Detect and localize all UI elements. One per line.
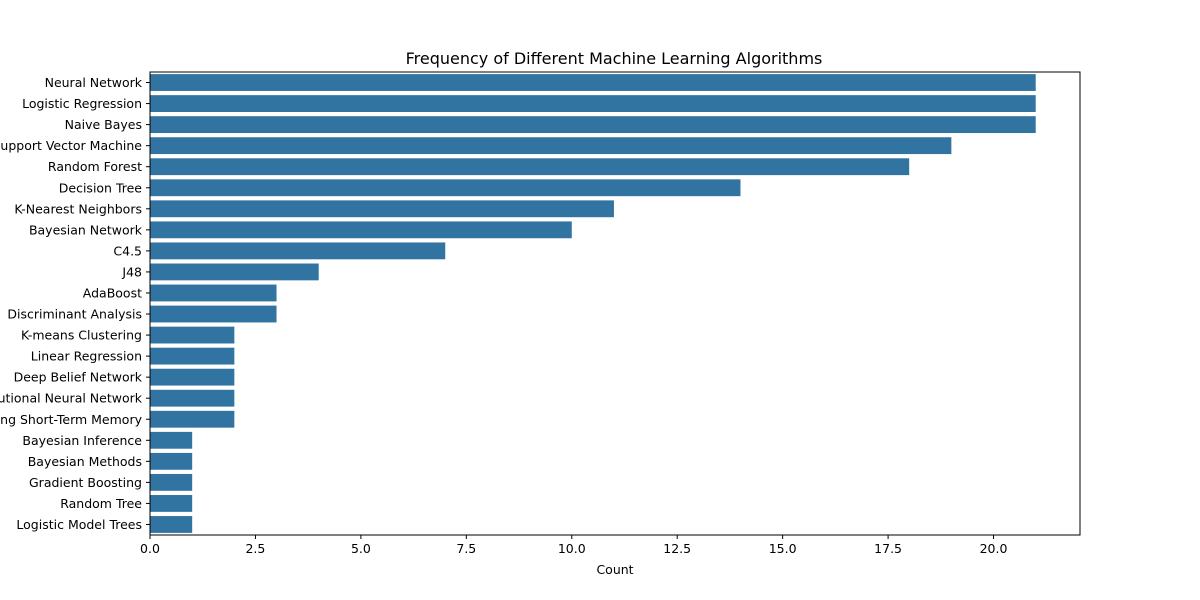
- y-tick-label: Support Vector Machine: [0, 138, 142, 153]
- bar-discriminant-analysis: [150, 305, 277, 323]
- plot-area-frame: [149, 71, 1081, 536]
- y-tick-label: K-means Clustering: [21, 328, 142, 343]
- y-tick-label: Neural Network: [45, 75, 143, 90]
- bar-adaboost: [150, 284, 277, 302]
- y-tick-label: Long Short-Term Memory: [0, 412, 143, 427]
- x-axis-ticks: 0.0 2.5 5.0 7.5 10.0 12.5 15.0 17.5 20.0: [140, 535, 1007, 556]
- bar-linear-regression: [150, 347, 235, 365]
- x-axis-label: Count: [596, 562, 633, 577]
- x-tick-label: 20.0: [980, 541, 1008, 556]
- bar-logistic-regression: [150, 95, 1036, 112]
- bar-bayesian-inference: [150, 431, 193, 449]
- x-tick-label: 17.5: [874, 541, 902, 556]
- x-tick-label: 7.5: [456, 541, 476, 556]
- x-tick-label: 15.0: [769, 541, 797, 556]
- x-tick-label: 5.0: [351, 541, 371, 556]
- y-axis-ticks: Neural Network Logistic Regression Naive B…: [0, 75, 150, 532]
- chart-title: Frequency of Different Machine Learning …: [406, 49, 823, 68]
- bar-deep-belief-network: [150, 368, 235, 386]
- y-tick-label: Discriminant Analysis: [7, 307, 142, 322]
- y-tick-label: Random Tree: [60, 496, 142, 511]
- y-tick-label: C4.5: [113, 243, 142, 258]
- y-tick-label: Logistic Model Trees: [16, 517, 142, 532]
- y-tick-label: Decision Tree: [59, 180, 143, 195]
- y-tick-label: Bayesian Methods: [28, 454, 142, 469]
- bar-bayesian-methods: [150, 452, 193, 470]
- y-tick-label: Gradient Boosting: [29, 475, 142, 490]
- bar-k-nearest-neighbors: [150, 200, 614, 218]
- x-tick-label: 12.5: [663, 541, 691, 556]
- y-tick-label: Random Forest: [48, 159, 142, 174]
- bar-bayesian-network: [150, 221, 572, 239]
- y-tick-label: Naive Bayes: [65, 117, 142, 132]
- bar-decision-tree: [150, 179, 741, 197]
- bar-neural-network: [150, 74, 1036, 91]
- bars-group: [150, 74, 1036, 533]
- bar-gradient-boosting: [150, 473, 193, 491]
- y-tick-label: Deep Belief Network: [14, 370, 143, 385]
- bar-random-tree: [150, 495, 193, 512]
- y-tick-label: Bayesian Inference: [22, 433, 142, 448]
- y-tick-label: Linear Regression: [31, 349, 142, 364]
- bar-k-means-clustering: [150, 326, 235, 344]
- bar-random-forest: [150, 158, 910, 176]
- x-tick-label: 2.5: [245, 541, 265, 556]
- y-tick-label: K-Nearest Neighbors: [14, 201, 142, 216]
- y-tick-label: Convolutional Neural Network: [0, 391, 143, 406]
- bar-j48: [150, 263, 319, 281]
- bar-support-vector-machine: [150, 137, 952, 155]
- bar-long-short-term-memory: [150, 410, 235, 428]
- y-tick-label: Bayesian Network: [29, 222, 143, 237]
- bar-naive-bayes: [150, 116, 1036, 134]
- y-tick-label: J48: [121, 264, 142, 279]
- x-tick-label: 10.0: [558, 541, 586, 556]
- bar-logistic-model-trees: [150, 516, 193, 533]
- bar-c4-5: [150, 242, 446, 260]
- bar-convolutional-neural-network: [150, 389, 235, 407]
- y-tick-label: Logistic Regression: [22, 96, 142, 111]
- y-tick-label: AdaBoost: [83, 285, 142, 300]
- x-tick-label: 0.0: [140, 541, 160, 556]
